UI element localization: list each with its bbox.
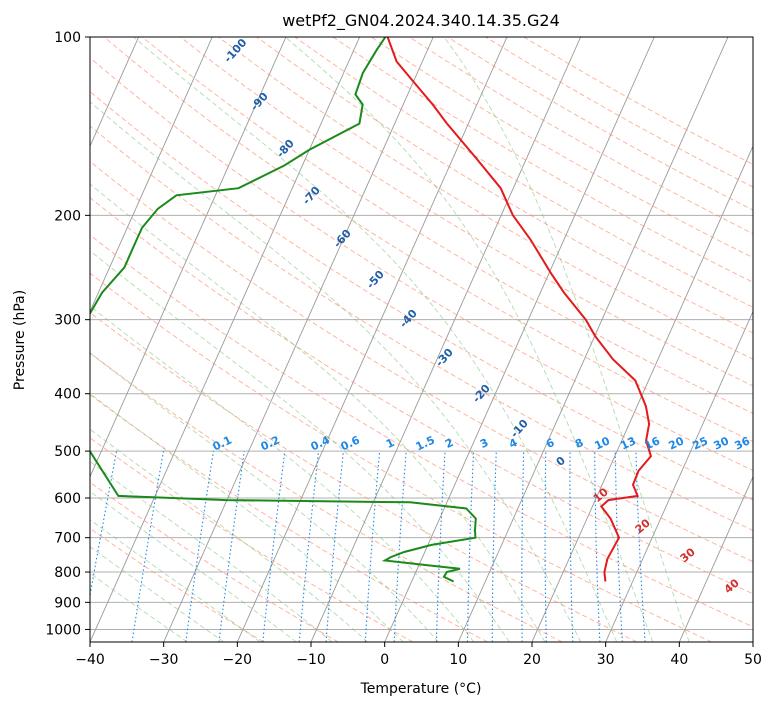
y-tick-label: 300 [54,313,81,329]
isotherm-30 [605,310,753,642]
isotherm-40 [678,475,753,642]
dry-adiabat [218,37,753,360]
dry-adiabat [90,234,753,628]
y-tick-label: 600 [54,491,81,507]
dry-adiabat [90,197,753,595]
moist-adiabat [284,37,654,642]
dry-adiabat [332,37,753,283]
mixing-ratio-label: 13 [619,434,638,452]
y-axis-label: Pressure (hPa) [12,290,28,390]
x-tick-label: −10 [296,652,326,668]
mixing-ratio-label: 25 [691,434,710,452]
x-tick-label: −40 [75,652,105,668]
isotherm--30 [163,37,434,642]
x-tick-label: 40 [670,652,688,668]
plot-background [90,37,753,642]
isotherm--40 [90,37,361,642]
y-tick-label: 400 [54,387,81,403]
mixing-ratio-line [325,451,344,642]
chart-title: wetPf2_GN04.2024.340.14.35.G24 [282,11,560,31]
dry-adiabat [294,37,753,308]
dry-adiabat [90,57,753,471]
moist-adiabat [90,392,404,642]
y-tick-label: 900 [54,595,81,611]
mixing-ratio-label: 10 [593,434,613,452]
dry-adiabat [256,37,753,334]
x-tick-label: 50 [744,652,762,668]
dry-adiabat [90,437,414,642]
dewpoint-profile [90,37,477,583]
x-tick-label: 30 [597,652,615,668]
mixing-ratio-label: 30 [712,434,732,452]
mixing-ratio-line [185,451,215,642]
temperature-profile [386,37,653,582]
moist-adiabat [133,37,618,642]
y-tick-label: 700 [54,531,81,547]
isotherm--20 [236,37,508,642]
moist-adiabat [90,183,546,642]
mixing-ratio-line [218,451,245,642]
dry-adiabat [90,481,339,642]
axis-ticks: −40 −30 −20 −10 0 10 20 30 40 50 100 200 300 400 500 60… [45,30,762,668]
moist-adiabat [90,352,439,642]
y-tick-label: 100 [54,30,81,46]
isotherm-0 [384,37,655,642]
moist-adiabat [443,37,690,642]
moist-adiabat [90,428,368,642]
isotherm-10 [457,37,729,642]
moist-adiabat [90,250,510,642]
mixing-ratio-line [298,451,320,642]
plot-frame [89,36,754,643]
mixing-ratio-label: 36 [733,434,753,452]
isotherm--70 [90,37,140,148]
moist-adiabat [90,546,225,642]
x-tick-label: −20 [223,652,253,668]
x-axis-label: Temperature (°C) [360,681,482,697]
isotherm--50 [90,37,287,478]
moist-adiabat [90,572,188,642]
dry-adiabat [90,125,753,531]
dry-adiabat [90,90,753,501]
moist-adiabat [90,461,333,642]
dry-adiabat [103,37,753,443]
x-tick-label: 0 [380,652,389,668]
x-tick-label: −30 [149,652,179,668]
isotherm-20 [531,145,753,642]
mixing-ratio-line [262,451,286,642]
y-tick-label: 1000 [45,622,81,638]
y-tick-label: 200 [54,208,81,224]
y-tick-label: 800 [54,565,81,581]
series-layer [90,37,653,583]
x-tick-label: 10 [449,652,467,668]
dry-adiabat [90,160,753,563]
dry-adiabat [90,352,563,642]
mixing-ratio-label: 16 [643,434,663,452]
dry-adiabat [90,394,488,642]
y-tick-label: 500 [54,444,81,460]
mixing-ratio-label: 20 [667,434,687,452]
moist-adiabat [90,101,582,642]
x-tick-label: 20 [523,652,541,668]
isotherm--60 [90,37,213,313]
dry-adiabat [90,272,712,642]
